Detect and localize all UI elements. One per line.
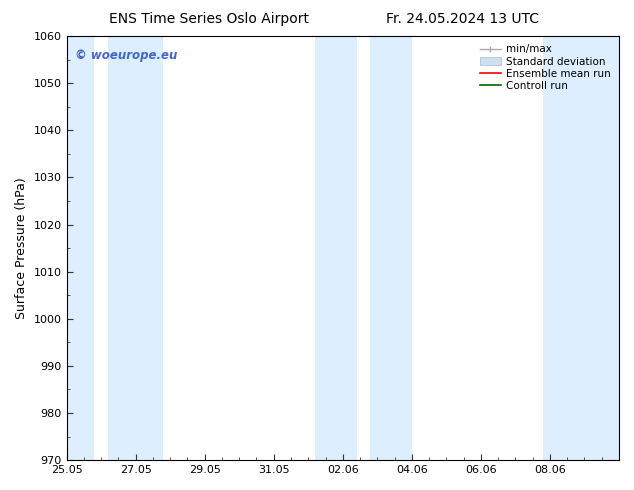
Legend: min/max, Standard deviation, Ensemble mean run, Controll run: min/max, Standard deviation, Ensemble me… <box>477 41 614 94</box>
Bar <box>543 36 619 460</box>
Text: ENS Time Series Oslo Airport: ENS Time Series Oslo Airport <box>109 12 309 26</box>
Text: © woeurope.eu: © woeurope.eu <box>75 49 178 62</box>
Y-axis label: Surface Pressure (hPa): Surface Pressure (hPa) <box>15 177 28 319</box>
Text: Fr. 24.05.2024 13 UTC: Fr. 24.05.2024 13 UTC <box>386 12 540 26</box>
Bar <box>315 36 356 460</box>
Bar <box>108 36 163 460</box>
Bar <box>370 36 412 460</box>
Bar <box>67 36 94 460</box>
